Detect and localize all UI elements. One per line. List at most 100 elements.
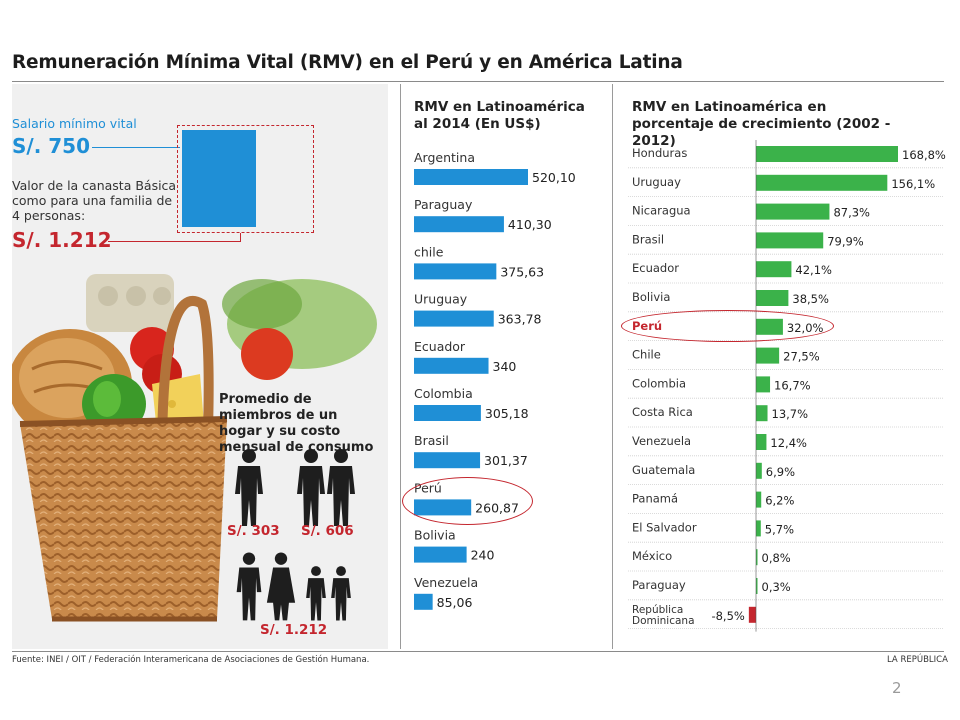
chart2-category-label: Guatemala — [632, 463, 695, 477]
cost-two-persons: S/. 606 — [301, 523, 354, 539]
chart2-title: RMV en Latinoamérica en porcentaje de cr… — [632, 99, 902, 150]
chart2-bar — [756, 261, 792, 278]
chart1-category-label: Colombia — [414, 386, 473, 401]
chart2-value-label: 87,3% — [833, 206, 870, 220]
chart2-bar — [756, 578, 758, 594]
panel-divider — [612, 84, 613, 649]
chart1-title: RMV en Latinoamérica al 2014 (En US$) — [414, 99, 594, 133]
chart1-bar — [414, 310, 494, 327]
chart2-value-label: 42,1% — [795, 263, 832, 277]
footer-credit: LA REPÚBLICA — [887, 655, 948, 665]
chart2-bar — [756, 174, 888, 191]
chart1-value-label: 363,78 — [498, 312, 542, 327]
chart1-value-label: 520,10 — [532, 170, 576, 185]
chart2-category-label: Colombia — [632, 376, 686, 390]
chart2-bar — [756, 549, 758, 566]
chart2-value-label: 79,9% — [827, 234, 864, 248]
chart2-value-label: 16,7% — [774, 378, 811, 392]
chart2-value-label: 27,5% — [783, 350, 820, 364]
chart1-value-label: 301,37 — [484, 453, 528, 468]
child-icon — [331, 566, 351, 621]
chart2-bar — [756, 434, 767, 450]
chart2-category-label: Dominicana — [632, 615, 695, 627]
chart1-value-label: 305,18 — [485, 406, 529, 421]
chart2-svg: Honduras 168,8% Uruguay 156,1% Nicaragua 87,3… — [628, 140, 946, 632]
chart2-category-label: República — [632, 604, 683, 616]
chart1-category-label: Brasil — [414, 433, 449, 448]
chart2-value-label: 5,7% — [765, 522, 794, 536]
chart2-category-label: Honduras — [632, 146, 687, 160]
chart2-category-label: México — [632, 549, 672, 563]
cost-four-persons: S/. 1.212 — [260, 622, 328, 638]
chart2-bar — [756, 462, 762, 479]
chart1-bar — [414, 593, 433, 610]
person-icon — [236, 552, 262, 621]
chart1-category-label: Bolivia — [414, 528, 456, 543]
chart2-category-label: Paraguay — [632, 578, 686, 592]
chart2-value-label: 13,7% — [772, 407, 809, 421]
promedio-title: Promedio de miembros de un hogar y su co… — [219, 392, 374, 455]
person-icon — [235, 449, 263, 526]
chart2-value-label: 156,1% — [891, 177, 935, 191]
chart2-bar — [756, 290, 789, 306]
person-icon — [297, 449, 325, 526]
chart1-bar — [414, 405, 481, 421]
chart2-value-label: 168,8% — [902, 148, 946, 162]
canasta-label: Valor de la canasta Básica como para una… — [12, 178, 177, 223]
chart1-category-label: Argentina — [414, 150, 475, 165]
chart1-bar — [414, 169, 528, 185]
chart2-value-label: 0,3% — [762, 580, 791, 594]
title-divider — [12, 81, 944, 82]
chart2-bar — [756, 146, 898, 162]
chart1-bar — [414, 216, 504, 233]
chart1-bar — [414, 263, 497, 280]
chart2-bar — [756, 347, 780, 364]
salario-label: Salario mínimo vital — [12, 116, 137, 131]
chart1-value-label: 85,06 — [437, 595, 473, 610]
chart2-value-label: 6,2% — [765, 494, 794, 508]
chart2-bar — [756, 491, 762, 508]
chart1-bar — [414, 452, 481, 469]
chart1-svg: Argentina 520,10 Paraguay 410,30 chile 375,63… — [414, 150, 576, 610]
chart1-bar — [414, 357, 489, 374]
chart1-value-label: 240 — [471, 548, 495, 563]
salario-bar — [182, 130, 256, 227]
chart1-value-label: 340 — [493, 359, 517, 374]
chart2-value-label: -8,5% — [711, 609, 744, 623]
salario-connector — [92, 147, 180, 148]
cost-one-person: S/. 303 — [227, 523, 280, 539]
salario-value: S/. 750 — [12, 134, 91, 158]
chart1-value-label: 375,63 — [500, 264, 544, 279]
chart1-title-text: RMV en Latinoamérica al 2014 (En US$) — [414, 99, 585, 132]
chart1-category-label: Ecuador — [414, 339, 466, 354]
chart2-category-label: Ecuador — [632, 261, 679, 275]
person-icon — [327, 449, 355, 526]
chart2-title-text: RMV en Latinoamérica en porcentaje de cr… — [632, 99, 891, 149]
peru-highlight-ellipse — [402, 477, 533, 525]
page-title: Remuneración Mínima Vital (RMV) en el Pe… — [12, 52, 683, 73]
basket-illustration — [12, 274, 377, 622]
chart2-category-label: Venezuela — [632, 434, 691, 448]
footer-divider — [12, 651, 944, 652]
panel-divider — [400, 84, 401, 649]
canasta-value: S/. 1.212 — [12, 228, 112, 252]
chart2-category-label: El Salvador — [632, 520, 697, 534]
chart1-value-label: 410,30 — [508, 217, 552, 232]
chart2-category-label: Panamá — [632, 492, 678, 506]
chart2-bar — [756, 405, 768, 422]
chart2-bar — [756, 376, 771, 393]
chart2-category-label: Nicaragua — [632, 204, 691, 218]
chart1-bar — [414, 546, 467, 563]
canasta-connector-vertical — [240, 233, 241, 242]
chart2-category-label: Costa Rica — [632, 405, 693, 419]
chart2-category-label: Brasil — [632, 232, 664, 246]
chart1-category-label: Uruguay — [414, 292, 468, 307]
chart2-bar-negative — [748, 606, 756, 623]
footer-source: Fuente: INEI / OIT / Federación Interame… — [12, 655, 370, 665]
chart1-category-label: chile — [414, 244, 444, 259]
chart2-value-label: 0,8% — [762, 551, 791, 565]
child-icon — [306, 566, 326, 621]
chart2-category-label: Uruguay — [632, 175, 681, 189]
chart2-category-label: Chile — [632, 348, 661, 362]
chart1-category-label: Paraguay — [414, 197, 473, 212]
